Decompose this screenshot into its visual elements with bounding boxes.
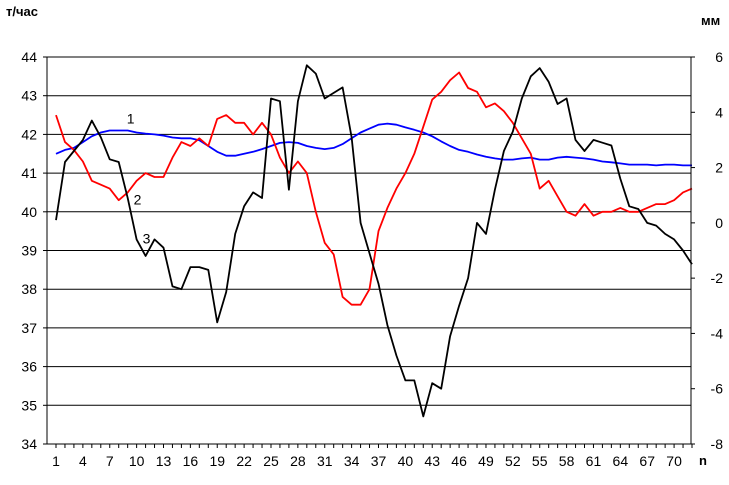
x-tick-label-3: 10 bbox=[129, 453, 145, 469]
right-tick-label-4: 0 bbox=[715, 215, 723, 231]
series-line-2 bbox=[55, 71, 693, 306]
left-tick-label-6: 40 bbox=[21, 204, 37, 220]
series-layer bbox=[55, 64, 693, 418]
right-tick-label-3: -2 bbox=[711, 270, 724, 286]
series-line-3 bbox=[55, 64, 693, 418]
left-tick-label-1: 35 bbox=[21, 397, 37, 413]
x-tick-label-13: 40 bbox=[398, 453, 414, 469]
series-labels: 1 2 3 bbox=[127, 111, 151, 247]
series-label-2: 2 bbox=[134, 191, 142, 207]
right-tick-label-0: -8 bbox=[711, 436, 724, 452]
x-tick-label-19: 58 bbox=[559, 453, 575, 469]
right-tick-label-6: 4 bbox=[715, 104, 723, 120]
x-tick-label-4: 13 bbox=[156, 453, 172, 469]
left-tick-label-2: 36 bbox=[21, 359, 37, 375]
series-line-1 bbox=[55, 122, 692, 167]
left-tick-label-8: 42 bbox=[21, 126, 37, 142]
left-tick-label-3: 37 bbox=[21, 320, 37, 336]
x-tick-label-21: 64 bbox=[613, 453, 629, 469]
x-tick-label-12: 37 bbox=[371, 453, 387, 469]
left-tick-label-7: 41 bbox=[21, 165, 37, 181]
left-tick-label-4: 38 bbox=[21, 281, 37, 297]
right-axis-unit: мм bbox=[701, 13, 720, 28]
x-tick-label-14: 43 bbox=[424, 453, 440, 469]
left-axis: 34 35 36 37 38 39 40 41 42 43 44 bbox=[21, 49, 47, 452]
right-tick-label-7: 6 bbox=[715, 49, 723, 65]
x-tick-label-1: 4 bbox=[79, 453, 87, 469]
x-tick-label-20: 61 bbox=[586, 453, 602, 469]
right-axis: -8 -6 -4 -2 0 2 4 6 bbox=[691, 49, 723, 452]
right-tick-label-1: -6 bbox=[711, 381, 724, 397]
left-tick-label-0: 34 bbox=[21, 436, 37, 452]
left-axis-unit: т/час bbox=[6, 4, 38, 19]
x-axis-label: n bbox=[699, 453, 707, 468]
left-tick-label-9: 43 bbox=[21, 88, 37, 104]
x-axis: 1 4 7 10 13 16 19 22 25 28 31 34 37 40 43 46 49 52 55 58 61 6… bbox=[52, 444, 693, 469]
right-tick-label-2: -4 bbox=[711, 325, 724, 341]
x-tick-label-22: 67 bbox=[639, 453, 655, 469]
x-tick-label-2: 7 bbox=[106, 453, 114, 469]
x-tick-label-17: 52 bbox=[505, 453, 521, 469]
x-tick-label-8: 25 bbox=[263, 453, 279, 469]
x-tick-label-7: 22 bbox=[236, 453, 252, 469]
x-tick-label-6: 19 bbox=[209, 453, 225, 469]
x-tick-label-11: 34 bbox=[344, 453, 360, 469]
x-tick-label-18: 55 bbox=[532, 453, 548, 469]
x-tick-label-23: 70 bbox=[666, 453, 682, 469]
x-tick-label-5: 16 bbox=[183, 453, 199, 469]
x-tick-label-0: 1 bbox=[52, 453, 60, 469]
right-tick-label-5: 2 bbox=[715, 160, 723, 176]
x-tick-label-16: 49 bbox=[478, 453, 494, 469]
series-label-3: 3 bbox=[143, 230, 151, 246]
left-tick-label-10: 44 bbox=[21, 49, 37, 65]
left-tick-label-5: 39 bbox=[21, 243, 37, 259]
series-label-1: 1 bbox=[127, 111, 135, 127]
x-tick-label-15: 46 bbox=[451, 453, 467, 469]
x-tick-label-9: 28 bbox=[290, 453, 306, 469]
x-tick-label-10: 31 bbox=[317, 453, 333, 469]
